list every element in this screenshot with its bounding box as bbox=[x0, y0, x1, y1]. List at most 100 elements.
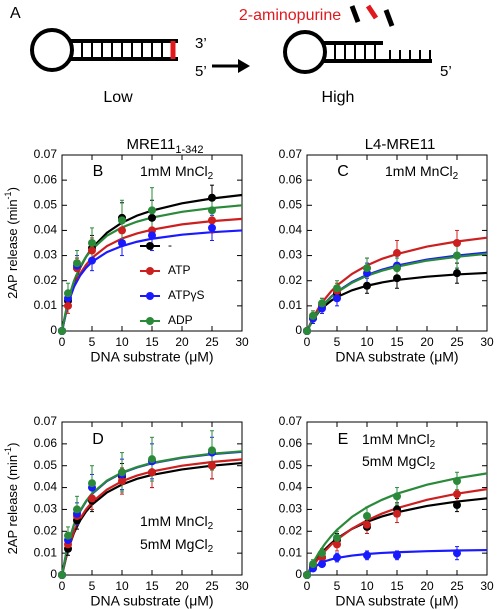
data-point bbox=[303, 571, 311, 579]
text-part: ) bbox=[5, 443, 20, 447]
x-tick-label: 20 bbox=[420, 579, 434, 593]
y-tick-label: 0 bbox=[50, 567, 57, 581]
text-part: 1mM MnCl bbox=[140, 513, 208, 529]
y-tick-label: 0 bbox=[295, 323, 302, 337]
x-tick-label: 30 bbox=[480, 335, 494, 349]
y-tick-label: 0.01 bbox=[279, 545, 303, 559]
panel-label: C bbox=[337, 163, 349, 180]
text-part: -1 bbox=[3, 447, 13, 455]
annotation: 1mM MnCl2 bbox=[140, 513, 214, 532]
x-tick-label: 15 bbox=[390, 335, 404, 349]
data-point bbox=[393, 249, 401, 258]
data-point bbox=[118, 468, 126, 477]
y-tick-label: 0.01 bbox=[279, 298, 303, 312]
released-fragments bbox=[349, 4, 395, 27]
x-tick-label: 5 bbox=[334, 335, 341, 349]
text-part: 2AP release (min bbox=[5, 199, 20, 298]
text-part: L4-MRE11 bbox=[365, 136, 436, 153]
fit-curve bbox=[60, 450, 243, 576]
state-label: High bbox=[322, 89, 355, 106]
text-part: 1mM MnCl bbox=[385, 163, 453, 179]
fit-curve bbox=[60, 458, 243, 576]
data-point bbox=[363, 264, 371, 273]
data-point bbox=[148, 231, 156, 240]
panel-label: E bbox=[338, 431, 349, 448]
data-point bbox=[118, 477, 126, 486]
text-part: 2 bbox=[430, 439, 436, 450]
x-tick-label: 15 bbox=[390, 579, 404, 593]
data-point bbox=[118, 226, 126, 235]
text-part: -1 bbox=[3, 191, 13, 199]
data-point bbox=[88, 256, 96, 265]
data-point bbox=[208, 461, 216, 470]
strand-end-label: 5’ bbox=[195, 63, 207, 80]
legend-label: - bbox=[168, 238, 172, 252]
x-tick-label: 0 bbox=[304, 335, 311, 349]
text-part: 2 bbox=[208, 521, 214, 532]
x-tick-label: 10 bbox=[115, 335, 129, 349]
chart-title: MRE111-342 bbox=[126, 136, 203, 156]
y-tick-label: 0.03 bbox=[34, 248, 58, 262]
x-tick-label: 5 bbox=[89, 335, 96, 349]
y-tick-label: 0.05 bbox=[34, 458, 58, 472]
data-point bbox=[88, 239, 96, 247]
data-point bbox=[148, 213, 156, 222]
state-label: Low bbox=[103, 89, 133, 106]
text-part: 5mM MgCl bbox=[140, 536, 208, 552]
annotation: 1mM MnCl2 bbox=[140, 163, 214, 182]
y-tick-label: 0.04 bbox=[34, 223, 58, 237]
text-part: 2 bbox=[453, 171, 459, 182]
legend-marker bbox=[146, 317, 154, 325]
y-tick-label: 0.04 bbox=[279, 480, 303, 494]
data-point bbox=[88, 246, 96, 255]
strand-end-label: 5’ bbox=[440, 63, 452, 80]
y-tick-label: 0.07 bbox=[34, 147, 58, 161]
y-tick-label: 0.05 bbox=[279, 197, 303, 211]
data-point bbox=[453, 477, 461, 486]
data-point bbox=[208, 206, 216, 215]
data-point bbox=[393, 492, 401, 501]
y-tick-label: 0 bbox=[50, 323, 57, 337]
hairpin-loop bbox=[283, 30, 327, 74]
data-point bbox=[58, 327, 66, 335]
data-point bbox=[363, 551, 371, 560]
x-tick-label: 0 bbox=[304, 579, 311, 593]
x-tick-label: 10 bbox=[360, 579, 374, 593]
data-point bbox=[303, 327, 311, 335]
fit-curve bbox=[60, 229, 243, 332]
y-tick-label: 0.02 bbox=[34, 273, 58, 287]
data-point bbox=[318, 549, 326, 558]
x-axis-label: DNA substrate (μM) bbox=[335, 349, 458, 365]
data-point bbox=[148, 455, 156, 464]
data-point bbox=[148, 468, 156, 477]
data-point bbox=[148, 206, 156, 215]
x-tick-label: 25 bbox=[205, 335, 219, 349]
x-tick-label: 30 bbox=[480, 579, 494, 593]
text-part: 5mM MgCl bbox=[362, 453, 430, 469]
x-tick-label: 5 bbox=[89, 579, 96, 593]
x-axis-label: DNA substrate (μM) bbox=[90, 349, 213, 365]
data-point bbox=[58, 571, 66, 579]
x-tick-label: 15 bbox=[145, 335, 159, 349]
x-tick-label: 5 bbox=[334, 579, 341, 593]
base-pairs bbox=[81, 41, 176, 59]
panel-label: D bbox=[92, 431, 104, 448]
data-point bbox=[88, 494, 96, 503]
x-tick-label: 25 bbox=[450, 335, 464, 349]
fit-curve bbox=[60, 204, 243, 332]
legend-label: ATPγS bbox=[168, 288, 204, 302]
data-point bbox=[208, 216, 216, 225]
data-point bbox=[73, 259, 81, 268]
data-point bbox=[363, 511, 371, 520]
data-point bbox=[393, 264, 401, 273]
y-axis-label: 2AP release (min-1) bbox=[3, 187, 20, 299]
data-point bbox=[453, 269, 461, 278]
data-point bbox=[333, 553, 341, 562]
data-point bbox=[64, 531, 72, 540]
y-tick-label: 0.02 bbox=[34, 523, 58, 537]
data-point bbox=[64, 289, 72, 298]
data-point bbox=[118, 216, 126, 225]
y-tick-label: 0.04 bbox=[34, 480, 58, 494]
chart-title: L4-MRE11 bbox=[365, 136, 436, 153]
